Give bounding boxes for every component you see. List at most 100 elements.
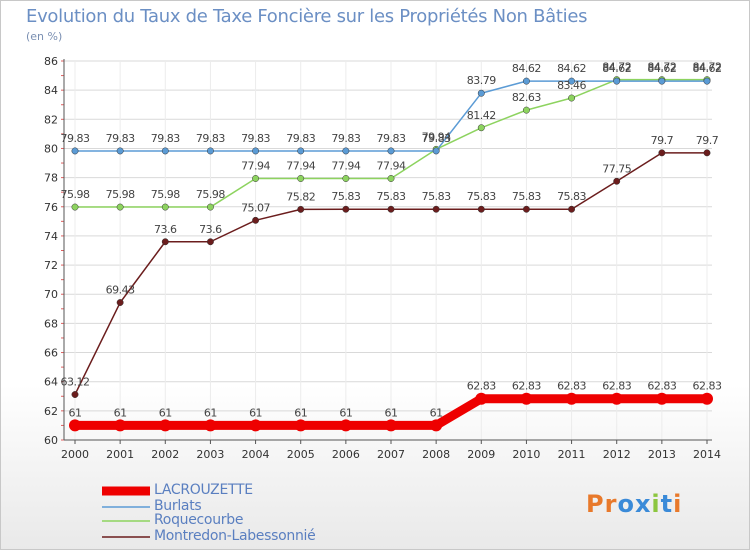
data-point	[522, 77, 530, 85]
data-label: 62.83	[557, 380, 586, 393]
data-point	[116, 147, 124, 155]
data-label: 77.94	[286, 159, 315, 172]
data-point	[294, 419, 307, 432]
data-label: 75.98	[196, 188, 225, 201]
data-point	[161, 203, 169, 211]
data-point	[568, 205, 576, 213]
logo-letter: t	[660, 490, 674, 518]
data-point	[206, 203, 214, 211]
data-point	[71, 203, 79, 211]
data-point	[342, 147, 350, 155]
data-label: 79.83	[331, 132, 360, 145]
x-tick-label: 2007	[377, 448, 405, 461]
data-point	[161, 147, 169, 155]
data-point	[252, 175, 260, 182]
data-label: 79.83	[151, 132, 180, 145]
data-label: 61	[385, 406, 398, 419]
data-label: 77.94	[377, 159, 406, 172]
data-point	[430, 419, 443, 432]
data-point	[385, 419, 397, 432]
data-label: 75.83	[422, 190, 451, 203]
data-point	[206, 238, 214, 246]
data-label: 79.83	[106, 132, 135, 145]
x-tick-label: 2001	[106, 448, 134, 461]
legend-label: LACROUZETTE	[154, 482, 253, 498]
data-point	[116, 203, 124, 211]
data-label: 62.83	[693, 380, 722, 393]
data-label: 84.72	[602, 61, 631, 74]
x-tick-label: 2003	[196, 448, 224, 461]
data-point	[342, 205, 350, 213]
data-label: 62.83	[512, 380, 541, 393]
data-label: 73.6	[199, 223, 222, 236]
proxiti-logo: Proxiti	[586, 490, 682, 518]
data-point	[297, 175, 305, 182]
data-point	[387, 205, 395, 213]
chart-title: Evolution du Taux de Taxe Foncière sur l…	[26, 6, 588, 27]
data-label: 79.83	[422, 132, 451, 145]
data-label: 75.83	[512, 190, 541, 203]
data-label: 77.75	[602, 162, 631, 175]
data-label: 62.83	[602, 380, 631, 393]
data-label: 77.94	[241, 159, 270, 172]
logo-letter: x	[634, 490, 652, 518]
data-label: 83.79	[467, 74, 496, 87]
data-point	[477, 89, 485, 97]
data-point	[206, 147, 214, 155]
data-label: 84.62	[693, 62, 722, 75]
x-tick-label: 2009	[467, 448, 495, 461]
data-label: 75.83	[331, 190, 360, 203]
data-point	[71, 391, 79, 398]
data-point	[522, 106, 530, 114]
data-label: 81.42	[467, 109, 496, 122]
data-label: 75.07	[241, 201, 270, 214]
x-tick-label: 2004	[242, 448, 270, 461]
x-tick-label: 2000	[61, 448, 89, 461]
data-point	[565, 392, 578, 405]
data-point	[387, 175, 395, 182]
x-tick-label: 2013	[648, 448, 676, 461]
data-label: 84.72	[647, 61, 676, 74]
data-point	[339, 419, 352, 432]
data-label: 79.7	[651, 134, 674, 147]
data-point	[116, 299, 124, 306]
y-tick-label: 60	[44, 434, 58, 447]
data-label: 79.94	[422, 130, 451, 143]
data-label: 79.83	[196, 132, 225, 145]
data-label: 61	[114, 406, 127, 419]
logo-letter: i	[651, 490, 661, 518]
data-point	[204, 419, 217, 432]
x-tick-label: 2008	[422, 448, 450, 461]
data-point	[69, 419, 81, 432]
y-tick-label: 82	[44, 113, 58, 126]
data-point	[475, 392, 488, 405]
y-tick-label: 72	[44, 259, 58, 272]
y-tick-label: 76	[44, 201, 58, 214]
data-label: 62.83	[647, 380, 676, 393]
data-point	[568, 94, 576, 102]
data-label: 75.82	[286, 190, 315, 203]
legend-label: Burlats	[154, 498, 202, 514]
y-tick-label: 66	[44, 347, 58, 360]
data-point	[159, 419, 172, 432]
data-point	[613, 177, 621, 185]
y-tick-label: 84	[44, 84, 58, 97]
y-tick-label: 80	[44, 142, 58, 155]
data-point	[703, 149, 711, 157]
y-tick-label: 74	[44, 230, 58, 243]
x-tick-label: 2006	[332, 448, 360, 461]
data-label: 77.94	[331, 159, 360, 172]
y-tick-label: 86	[44, 55, 58, 68]
y-tick-label: 70	[44, 288, 58, 301]
data-label: 61	[294, 406, 307, 419]
data-point	[432, 205, 440, 213]
data-label: 75.98	[151, 188, 180, 201]
data-point	[71, 147, 79, 155]
x-tick-label: 2011	[558, 448, 586, 461]
y-tick-label: 68	[44, 317, 58, 330]
data-label: 61	[339, 406, 352, 419]
data-point	[252, 147, 260, 155]
data-point	[477, 124, 485, 132]
data-point	[249, 419, 262, 432]
